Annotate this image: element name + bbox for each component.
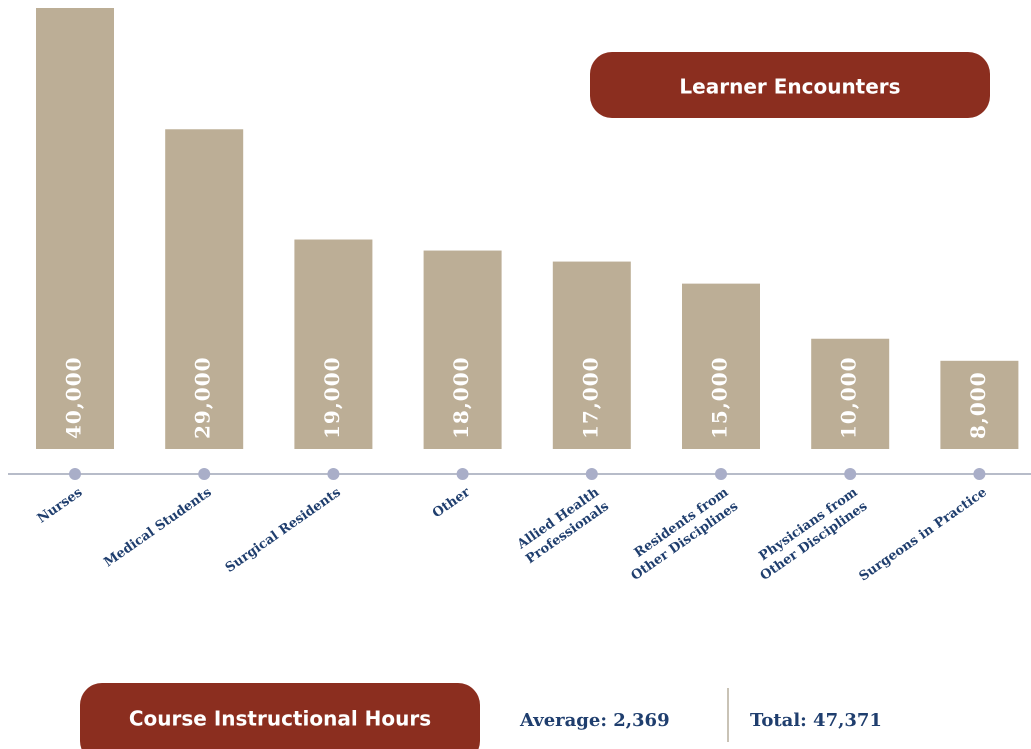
value-label: 40,000 [62,356,86,439]
tick-dot [69,468,81,480]
x-tick-label: Other [430,485,473,521]
bar [294,239,373,449]
value-label: 19,000 [320,356,344,439]
value-label: 8,000 [966,371,990,439]
x-tick-label: Allied HealthProfessionals [514,485,613,567]
bar [423,250,502,449]
x-tick-label: Physicians fromOther Disciplines [748,485,870,584]
value-label: 29,000 [191,356,215,439]
bar [682,283,760,449]
tick-dot [585,468,598,480]
x-tick-label: Nurses [35,485,85,527]
bar [940,360,1019,449]
bar [165,129,244,449]
x-tick-label: Surgeons in Practice [857,485,990,584]
footer-title: Course Instructional Hours [129,707,431,731]
tick-dot [973,468,986,480]
bar [552,261,631,449]
tick-dot [456,468,469,480]
x-tick-label: Surgical Residents [223,485,344,576]
bar [811,338,890,449]
tick-dot [198,468,211,480]
value-label: 17,000 [578,356,602,439]
bar [36,8,114,449]
x-tick-label: Medical Students [101,485,214,570]
tick-dot [844,468,857,480]
average: Average: 2,369 [519,710,670,731]
value-label: 15,000 [708,356,732,439]
value-label: 10,000 [837,356,861,439]
total: Total: 47,371 [750,710,882,731]
tick-dot [715,468,727,480]
footer-badge [80,683,480,749]
title-badge [590,52,990,118]
chart-title: Learner Encounters [679,75,900,99]
value-label: 18,000 [449,356,473,439]
x-tick-label: Residents fromOther Disciplines [619,485,741,584]
tick-dot [327,468,340,480]
